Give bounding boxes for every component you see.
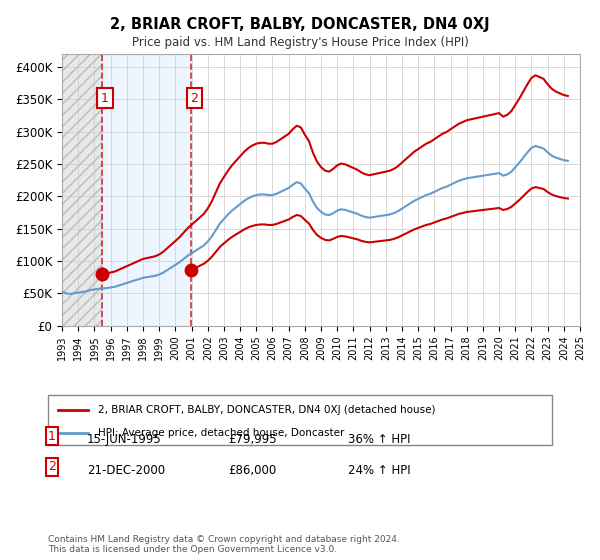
Text: 2, BRIAR CROFT, BALBY, DONCASTER, DN4 0XJ: 2, BRIAR CROFT, BALBY, DONCASTER, DN4 0X… xyxy=(110,17,490,32)
Text: 2: 2 xyxy=(190,92,198,105)
Text: £86,000: £86,000 xyxy=(228,464,276,477)
Text: 15-JUN-1995: 15-JUN-1995 xyxy=(87,433,162,446)
Bar xyxy=(62,54,102,325)
Bar xyxy=(62,54,102,325)
Text: £79,995: £79,995 xyxy=(228,433,277,446)
Text: 36% ↑ HPI: 36% ↑ HPI xyxy=(348,433,410,446)
Text: 2, BRIAR CROFT, BALBY, DONCASTER, DN4 0XJ (detached house): 2, BRIAR CROFT, BALBY, DONCASTER, DN4 0X… xyxy=(98,405,436,415)
Text: 1: 1 xyxy=(101,92,109,105)
Text: Price paid vs. HM Land Registry's House Price Index (HPI): Price paid vs. HM Land Registry's House … xyxy=(131,36,469,49)
FancyBboxPatch shape xyxy=(48,395,552,445)
Text: 21-DEC-2000: 21-DEC-2000 xyxy=(87,464,165,477)
Text: HPI: Average price, detached house, Doncaster: HPI: Average price, detached house, Donc… xyxy=(98,428,345,437)
Text: 24% ↑ HPI: 24% ↑ HPI xyxy=(348,464,410,477)
Text: Contains HM Land Registry data © Crown copyright and database right 2024.
This d: Contains HM Land Registry data © Crown c… xyxy=(48,535,400,554)
Bar xyxy=(102,54,191,325)
Text: 2: 2 xyxy=(48,460,56,473)
Text: 1: 1 xyxy=(48,430,56,442)
